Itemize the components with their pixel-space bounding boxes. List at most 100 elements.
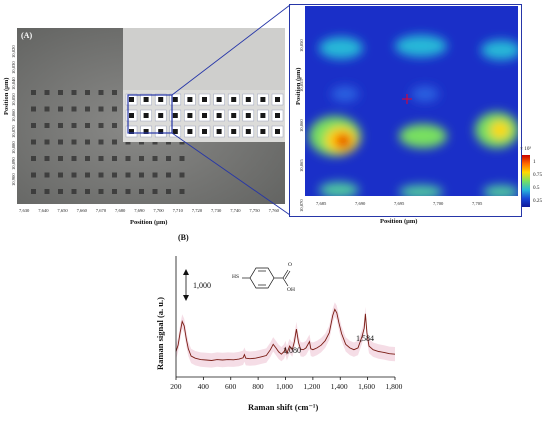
spectrum-x-tick: 600 [225,382,237,391]
spectrum-x-tick: 1,400 [330,382,348,391]
blurred-pit [125,156,131,161]
spectrum-series-line [175,308,396,361]
blurred-pit [71,189,77,194]
blurred-pit [98,172,104,178]
spectrum-x-tick: 1,000 [276,382,293,391]
panel-a-label: (A) [21,31,33,40]
blurred-pit [139,156,144,161]
bright-field-inset [123,28,285,90]
intensity-spot [331,86,359,102]
structure-pit [260,129,266,134]
intensity-spot [483,185,518,196]
blurred-pit [139,189,144,194]
blurred-pit [31,90,36,95]
blurred-pit [85,139,90,145]
map-y-tick: 10,860 [299,119,304,132]
colorbar-tick: 0.75 [533,172,543,178]
blurred-pit [179,172,185,178]
structure-pit [275,97,280,102]
panel-a-x-tick: 7,660 [76,208,87,213]
intensity-scale-arrow [183,269,189,301]
map-x-tick: 7,690 [355,201,366,206]
intensity-spot [339,136,349,146]
panel-a-x-tick: 7,750 [249,208,260,213]
blurred-pit [112,139,117,145]
blurred-pit [85,189,90,194]
blurred-pit [112,106,117,112]
blurred-pit [152,156,158,161]
panel-a-x-tick: 7,720 [191,208,203,213]
map-x-tick: 7,705 [472,201,483,206]
colorbar-tick: 0.25 [533,198,543,204]
blurred-pit [44,123,50,128]
structure-pit [129,97,134,102]
map-x-tick: 7,700 [433,201,444,206]
structure-pit [260,113,266,118]
structure-pit [172,113,178,118]
blurred-pit [58,189,63,194]
blurred-pit [98,139,104,145]
raman-map-frame [289,4,522,217]
blurred-pit [71,156,77,161]
spectrum-y-axis-title: Raman signal (a. u.) [155,297,165,370]
blurred-pit [152,189,158,194]
panel-a-x-tick: 7,710 [172,208,183,213]
structure-pit [129,129,134,134]
panel-a-x-tick: 7,690 [134,208,145,213]
blurred-pit [112,123,117,128]
colorbar-tick: 1 [533,159,536,165]
raman-map [305,6,518,196]
intensity-spot [411,86,439,102]
blurred-pit [85,90,90,95]
structure-pit [143,113,149,118]
structure-pit [275,129,280,134]
blurred-pit [71,172,77,178]
blurred-pit [98,156,104,161]
blurred-pit [125,189,131,194]
blurred-pit [58,156,63,161]
blurred-pit [139,172,144,178]
spectrum-x-tick: 1,200 [303,382,321,391]
microscope-image [17,28,285,204]
spectrum-x-axis-title: Raman shift (cm⁻¹) [248,402,319,412]
structure-pit [187,113,193,118]
structure-pit [245,113,251,118]
raman-intensity-field [309,35,518,196]
molecule-sh-label: HS [232,274,240,280]
panel-b-label: (B) [178,233,189,242]
raman-spectrum-chart: HS O OH 1,000 1,080 1,584 200 400 600 800 1,… [0,230,550,422]
structure-pit [202,97,207,102]
molecule-oh-label: OH [287,287,295,293]
blurred-pit [44,139,50,145]
blurred-pit [152,172,158,178]
scale-bar-label: 1,000 [193,281,211,290]
blurred-pit [179,189,185,194]
structure-pit [143,97,149,102]
blurred-pit [98,123,104,128]
map-y-tick: 10,850 [299,39,304,52]
blurred-pit [31,123,36,128]
blurred-pit [31,189,36,194]
map-x-tick: 7,695 [394,201,405,206]
blurred-pit [44,156,50,161]
structure-pit [158,97,164,102]
spectrum-plot [175,256,396,380]
structure-pit [231,113,237,118]
panel-a-x-tick: 7,740 [230,208,241,213]
structure-pit [275,113,280,118]
panel-a-x-tick: 7,730 [211,208,222,213]
structure-pit [216,97,222,102]
blurred-pit [44,90,50,95]
zoom-line-top [171,4,291,96]
blurred-pit [58,90,63,95]
blurred-pit [98,106,104,112]
blurred-pit [58,139,63,145]
structure-pit [231,97,237,102]
blurred-pit [44,106,50,112]
intensity-spot [395,35,447,57]
blurred-pit [112,189,117,194]
blurred-pit [58,123,63,128]
colorbar-exponent: × 10³ [520,146,531,152]
blurred-pit [71,123,77,128]
blurred-pit [44,172,50,178]
